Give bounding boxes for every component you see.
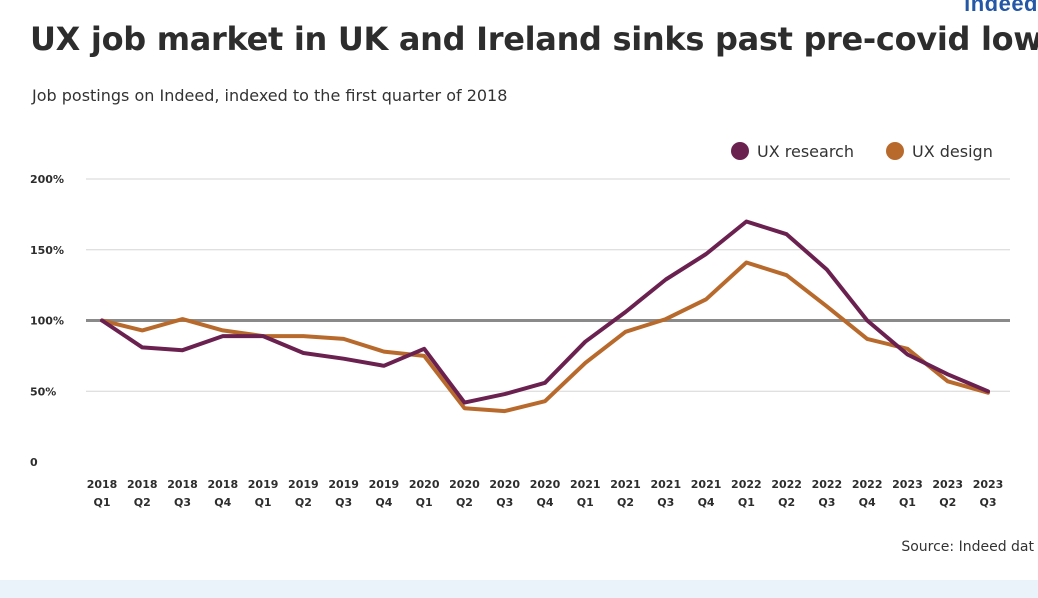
x-tick-year: 2019 — [248, 478, 279, 491]
x-axis-ticks: 2018 Q1 2018 Q2 2018 Q3 2018 Q4 2019 Q1 2019 Q2 2019… — [87, 478, 1004, 509]
x-tick-year: 2023 — [973, 478, 1004, 491]
series-line-ux-research — [100, 219, 990, 405]
x-tick-quarter: Q4 — [375, 496, 392, 509]
x-tick-year: 2021 — [651, 478, 682, 491]
x-tick-quarter: Q4 — [536, 496, 553, 509]
x-tick-year: 2023 — [932, 478, 963, 491]
x-tick-quarter: Q4 — [698, 496, 715, 509]
x-tick-quarter: Q1 — [255, 496, 272, 509]
source-note: Source: Indeed dat — [901, 539, 1034, 555]
x-tick-year: 2023 — [892, 478, 923, 491]
x-tick-quarter: Q2 — [617, 496, 634, 509]
x-tick-quarter: Q1 — [416, 496, 433, 509]
legend-label-ux-research: UX research — [757, 142, 854, 161]
chart-title: UX job market in UK and Ireland sinks pa… — [30, 20, 1038, 58]
y-tick-label: 100% — [30, 315, 64, 328]
x-tick-quarter: Q3 — [818, 496, 835, 509]
y-tick-label: 150% — [30, 244, 64, 257]
x-tick-quarter: Q4 — [859, 496, 876, 509]
x-tick-quarter: Q1 — [93, 496, 110, 509]
x-tick-quarter: Q1 — [577, 496, 594, 509]
legend-marker-ux-design — [886, 142, 904, 160]
indeed-logo: indeed — [964, 0, 1038, 16]
x-tick-year: 2020 — [489, 478, 520, 491]
x-tick-year: 2020 — [530, 478, 561, 491]
x-tick-year: 2020 — [449, 478, 480, 491]
x-tick-quarter: Q4 — [214, 496, 231, 509]
x-tick-year: 2022 — [852, 478, 883, 491]
x-tick-quarter: Q3 — [174, 496, 191, 509]
x-tick-quarter: Q3 — [657, 496, 674, 509]
x-tick-year: 2021 — [691, 478, 722, 491]
x-tick-quarter: Q2 — [778, 496, 795, 509]
x-tick-year: 2018 — [167, 478, 198, 491]
x-tick-year: 2022 — [731, 478, 762, 491]
x-tick-year: 2021 — [610, 478, 641, 491]
x-tick-year: 2022 — [812, 478, 843, 491]
x-tick-year: 2020 — [409, 478, 440, 491]
x-tick-year: 2019 — [369, 478, 400, 491]
x-tick-quarter: Q2 — [295, 496, 312, 509]
x-tick-year: 2021 — [570, 478, 601, 491]
x-tick-quarter: Q3 — [979, 496, 996, 509]
x-tick-quarter: Q2 — [939, 496, 956, 509]
x-tick-quarter: Q1 — [738, 496, 755, 509]
x-tick-quarter: Q2 — [134, 496, 151, 509]
legend: UX research UX design — [731, 142, 993, 161]
x-tick-year: 2018 — [208, 478, 239, 491]
x-tick-year: 2018 — [127, 478, 158, 491]
chart-subtitle: Job postings on Indeed, indexed to the f… — [32, 86, 508, 105]
y-axis-ticks: 0 50% 100% 150% 200% — [30, 173, 64, 469]
legend-label-ux-design: UX design — [912, 142, 993, 161]
bottom-band — [0, 580, 1038, 598]
x-tick-quarter: Q3 — [496, 496, 513, 509]
y-tick-label: 0 — [30, 456, 38, 469]
y-tick-label: 50% — [30, 385, 56, 398]
x-tick-year: 2019 — [328, 478, 359, 491]
y-tick-label: 200% — [30, 173, 64, 186]
x-tick-quarter: Q1 — [899, 496, 916, 509]
x-tick-quarter: Q3 — [335, 496, 352, 509]
x-tick-year: 2018 — [87, 478, 118, 491]
series-layer — [100, 219, 990, 414]
x-tick-year: 2019 — [288, 478, 319, 491]
x-tick-year: 2022 — [771, 478, 802, 491]
x-tick-quarter: Q2 — [456, 496, 473, 509]
grid-layer — [86, 178, 1010, 392]
legend-marker-ux-research — [731, 142, 749, 160]
